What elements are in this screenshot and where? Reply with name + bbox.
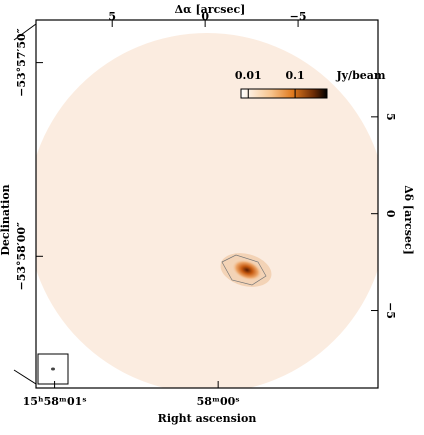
- top-axis-label: Δα [arcsec]: [175, 3, 246, 16]
- right-axis-label: Δδ [arcsec]: [402, 185, 415, 255]
- x-tick-label: 0: [201, 10, 209, 23]
- y-tick-label: 5: [384, 113, 397, 121]
- dec-tick-label: −53°58′00″: [15, 222, 28, 291]
- colorbar-unit: Jy/beam: [335, 69, 385, 82]
- ra-tick-label: 15ʰ58ᵐ01ˢ: [23, 395, 87, 408]
- x-tick-label: −5: [290, 10, 307, 23]
- y-tick-label: −5: [384, 302, 397, 319]
- y-tick-label: 0: [384, 210, 397, 218]
- x-tick-label: 5: [108, 10, 116, 23]
- ra-tick-label: 58ᵐ00ˢ: [197, 395, 240, 408]
- left-axis-label: Declination: [0, 184, 12, 255]
- image: [27, 33, 387, 393]
- colorbar-tick-label: 0.1: [286, 69, 305, 82]
- bottom-axis-label: Right ascension: [158, 412, 257, 425]
- colorbar-tick-label: 0.01: [235, 69, 262, 82]
- dec-tick-label: −53°57′50″: [15, 28, 28, 97]
- chart: Δα [arcsec] Right ascension Δδ [arcsec] …: [0, 0, 424, 431]
